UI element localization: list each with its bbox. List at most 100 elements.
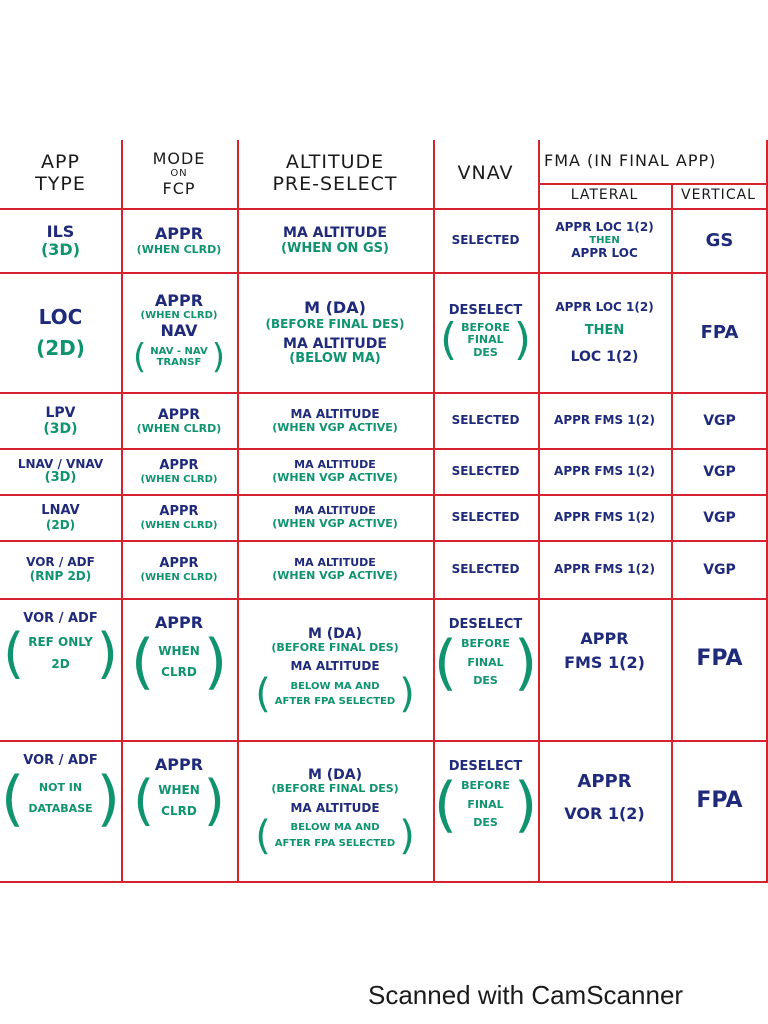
row-lnav-vnav-lateral: APPR FMS 1(2) <box>554 464 655 479</box>
header-mode-on-fcp: MODE ON FCP <box>152 148 206 198</box>
row-lnav-lateral: APPR FMS 1(2) <box>554 510 655 525</box>
fma-subheader-rule <box>538 183 768 185</box>
row-vor-adf-rnp-mode: APPR (WHEN CLRD) <box>140 555 218 583</box>
row-ils-vnav: SELECTED <box>451 233 520 248</box>
row-lnav-vnav-app-type: LNAV / VNAV (3D) <box>17 456 104 486</box>
row-lnav-app-type: LNAV (2D) <box>41 502 80 532</box>
nav-transfer-note: ( NAV - NAV TRANSF ) <box>133 337 225 378</box>
row-ils-mode: APPR (WHEN CLRD) <box>136 224 222 256</box>
vnav-note: ( BEFORE FINAL DES ) <box>433 627 538 698</box>
open-paren: ( <box>255 671 271 718</box>
row-rule <box>0 598 768 600</box>
vnav-note: ( BEFORE FINAL DES ) <box>433 769 538 840</box>
row-vor-adf-not-in-db-vertical: FPA <box>696 788 743 813</box>
row-vor-adf-rnp-vertical: VGP <box>703 561 736 578</box>
row-rule <box>0 740 768 742</box>
header-vnav: VNAV <box>457 162 514 185</box>
row-lpv-app-type: LPV (3D) <box>43 404 78 437</box>
header-vertical: VERTICAL <box>681 187 756 204</box>
col-rule <box>433 140 435 882</box>
row-rule <box>0 448 768 450</box>
camscanner-watermark: Scanned with CamScanner <box>368 980 684 1010</box>
row-loc-app-type: LOC (2D) <box>36 305 85 360</box>
row-loc-altitude: M (DA) (BEFORE FINAL DES) MA ALTITUDE (B… <box>265 298 405 366</box>
open-paren: ( <box>433 627 458 698</box>
row-vor-adf-not-in-db-mode: APPR ( WHEN CLRD ) <box>133 755 225 833</box>
row-loc-vertical: FPA <box>700 321 739 343</box>
row-vor-adf-rnp-vnav: SELECTED <box>451 562 520 577</box>
row-vor-adf-ref-vnav: DESELECT ( BEFORE FINAL DES ) <box>433 617 538 698</box>
close-paren: ) <box>513 769 538 840</box>
open-paren: ( <box>3 621 25 685</box>
row-lnav-vnav-mode: APPR (WHEN CLRD) <box>140 457 218 485</box>
not-in-database-note: ( NOT IN DATABASE ) <box>0 763 121 834</box>
row-lnav-vnav-vnav: SELECTED <box>451 464 520 479</box>
row-ils-lateral: APPR LOC 1(2) THEN APPR LOC <box>555 220 654 260</box>
header-app-type: APP TYPE <box>35 151 86 195</box>
row-vor-adf-rnp-app-type: VOR / ADF (RNP 2D) <box>26 555 95 583</box>
open-paren: ( <box>255 812 271 859</box>
row-vor-adf-not-in-db-altitude: M (DA) (BEFORE FINAL DES) MA ALTITUDE ( … <box>255 767 415 859</box>
row-lnav-altitude: MA ALTITUDE (WHEN VGP ACTIVE) <box>272 504 398 530</box>
when-clrd-note: ( WHEN CLRD ) <box>133 769 225 833</box>
row-lpv-altitude: MA ALTITUDE (WHEN VGP ACTIVE) <box>272 406 398 434</box>
row-rule <box>0 272 768 274</box>
col-rule <box>671 183 673 882</box>
row-rule <box>0 392 768 394</box>
table-bottom-rule <box>0 881 768 883</box>
row-vor-adf-rnp-lateral: APPR FMS 1(2) <box>554 562 655 577</box>
row-vor-adf-ref-altitude: M (DA) (BEFORE FINAL DES) MA ALTITUDE ( … <box>255 625 415 718</box>
close-paren: ) <box>211 337 225 378</box>
row-vor-adf-ref-vertical: FPA <box>696 646 743 671</box>
row-loc-vnav: DESELECT ( BEFORE FINAL DES ) <box>439 302 532 366</box>
close-paren: ) <box>96 763 121 834</box>
close-paren: ) <box>203 769 225 833</box>
close-paren: ) <box>203 627 228 698</box>
col-rule <box>121 140 123 882</box>
when-clrd-note: ( WHEN CLRD ) <box>130 627 228 698</box>
header-lateral: LATERAL <box>570 187 639 204</box>
row-lnav-vnav-vertical: VGP <box>703 463 736 480</box>
row-vor-adf-rnp-altitude: MA ALTITUDE (WHEN VGP ACTIVE) <box>272 556 398 582</box>
row-lpv-vertical: VGP <box>703 412 736 429</box>
row-loc-mode: APPR (WHEN CLRD) NAV ( NAV - NAV TRANSF … <box>133 290 225 378</box>
row-ils-app-type: ILS (3D) <box>40 221 81 259</box>
below-ma-note: ( BELOW MA AND AFTER FPA SELECTED ) <box>255 671 415 718</box>
header-fma: FMA (IN FINAL APP) <box>544 151 717 171</box>
row-rule <box>0 494 768 496</box>
col-rule <box>237 140 239 882</box>
col-rule <box>538 140 540 882</box>
row-lnav-vnav-col: SELECTED <box>451 510 520 525</box>
close-paren: ) <box>513 314 532 366</box>
row-vor-adf-not-in-db-vnav: DESELECT ( BEFORE FINAL DES ) <box>433 759 538 840</box>
row-vor-adf-not-in-db-lateral: APPR VOR 1(2) <box>564 771 645 823</box>
row-lnav-mode: APPR (WHEN CLRD) <box>140 503 218 531</box>
close-paren: ) <box>513 627 538 698</box>
row-rule <box>0 540 768 542</box>
open-paren: ( <box>133 769 155 833</box>
open-paren: ( <box>439 314 458 366</box>
row-lpv-vnav: SELECTED <box>451 413 520 428</box>
below-ma-note: ( BELOW MA AND AFTER FPA SELECTED ) <box>255 812 415 859</box>
row-loc-lateral: APPR LOC 1(2) THEN LOC 1(2) <box>555 299 654 366</box>
close-paren: ) <box>399 671 415 718</box>
table-top-rule <box>0 208 768 210</box>
row-vor-adf-ref-lateral: APPR FMS 1(2) <box>564 629 645 673</box>
header-altitude-preselect: ALTITUDE PRE-SELECT <box>272 151 398 195</box>
row-lpv-mode: APPR (WHEN CLRD) <box>136 406 222 435</box>
open-paren: ( <box>130 627 155 698</box>
open-paren: ( <box>133 337 147 378</box>
row-vor-adf-ref-app-type: VOR / ADF ( REF ONLY 2D ) <box>3 611 118 685</box>
row-vor-adf-ref-mode: APPR ( WHEN CLRD ) <box>130 613 228 698</box>
close-paren: ) <box>96 621 118 685</box>
open-paren: ( <box>433 769 458 840</box>
row-ils-vertical: GS <box>705 229 734 251</box>
vnav-note: ( BEFORE FINAL DES ) <box>439 314 532 366</box>
row-vor-adf-not-in-db-app-type: VOR / ADF ( NOT IN DATABASE ) <box>0 753 121 834</box>
row-lpv-lateral: APPR FMS 1(2) <box>554 413 655 428</box>
close-paren: ) <box>399 812 415 859</box>
ref-only-note: ( REF ONLY 2D ) <box>3 621 118 685</box>
row-lnav-vnav-altitude: MA ALTITUDE (WHEN VGP ACTIVE) <box>272 458 398 484</box>
open-paren: ( <box>0 763 25 834</box>
